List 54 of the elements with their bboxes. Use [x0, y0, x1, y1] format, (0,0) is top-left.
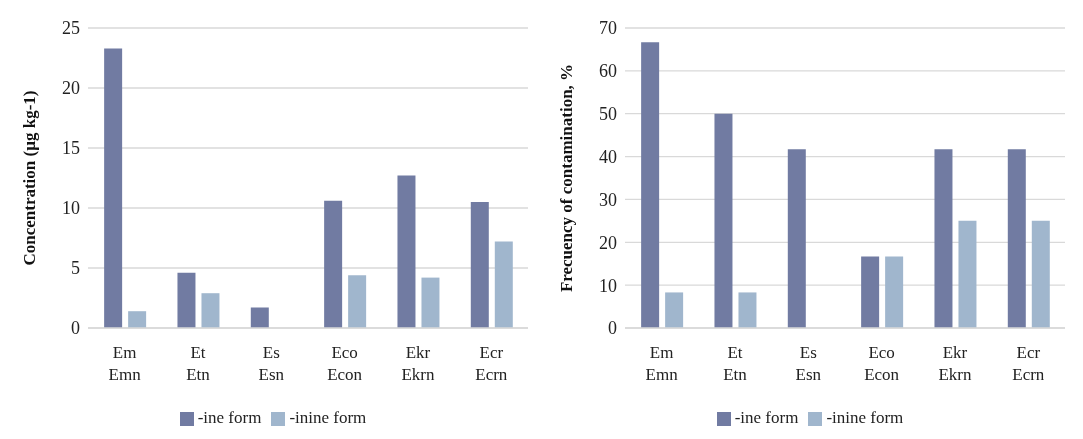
y-tick-label: 0	[71, 318, 80, 339]
bar	[177, 272, 196, 328]
x-tick-label: Em Emn	[645, 343, 679, 384]
bar	[104, 48, 123, 328]
legend-label: -inine form	[289, 408, 367, 427]
x-tick-label: Es Esn	[795, 343, 822, 384]
x-tick-label: Et Etn	[186, 343, 211, 384]
x-tick-label: Es Esn	[258, 343, 285, 384]
y-tick-label: 60	[599, 61, 617, 82]
y-tick-label: 30	[599, 189, 617, 210]
x-tick-label: Eco Econ	[327, 343, 363, 384]
bar	[397, 175, 416, 328]
bar	[1007, 149, 1026, 328]
bar	[324, 200, 343, 328]
x-tick-label: Ecr Ecrn	[1012, 343, 1045, 384]
bar	[494, 241, 513, 328]
y-axis-title: Concentration (µg kg-1)	[20, 90, 40, 266]
x-tick-label: Ekr Ekrn	[938, 343, 973, 384]
y-tick-label: 10	[62, 198, 80, 219]
legend-label: -ine form	[197, 408, 262, 427]
y-tick-label: 20	[599, 232, 617, 253]
x-tick-label: Eco Econ	[864, 343, 900, 384]
bar	[787, 149, 806, 328]
x-tick-label: Ecr Ecrn	[475, 343, 508, 384]
y-tick-label: 0	[608, 318, 617, 339]
y-tick-label: 15	[62, 138, 80, 159]
y-tick-label: 5	[71, 258, 80, 279]
x-tick-label: Et Etn	[723, 343, 748, 384]
bar	[714, 113, 733, 328]
y-tick-label: 25	[62, 18, 80, 39]
y-tick-label: 40	[599, 146, 617, 167]
y-axis-title: Frecuency of contamination, %	[557, 63, 577, 293]
bar	[128, 311, 147, 328]
bar	[421, 277, 440, 328]
y-tick-label: 10	[599, 275, 617, 296]
bar	[250, 307, 269, 328]
bar	[738, 292, 757, 328]
bar	[470, 202, 489, 328]
legend-label: -ine form	[734, 408, 799, 427]
bar	[885, 256, 904, 328]
bar	[665, 292, 684, 328]
bar	[934, 149, 953, 328]
x-tick-label: Ekr Ekrn	[401, 343, 436, 384]
y-tick-label: 70	[599, 18, 617, 39]
bar	[861, 256, 880, 328]
x-tick-label: Em Emn	[108, 343, 142, 384]
bar	[958, 220, 977, 328]
legend-label: -inine form	[826, 408, 904, 427]
bar	[1031, 220, 1050, 328]
bar	[201, 293, 220, 328]
y-tick-label: 20	[62, 78, 80, 99]
bar	[348, 275, 367, 328]
bar	[641, 42, 660, 328]
y-tick-label: 50	[599, 104, 617, 125]
